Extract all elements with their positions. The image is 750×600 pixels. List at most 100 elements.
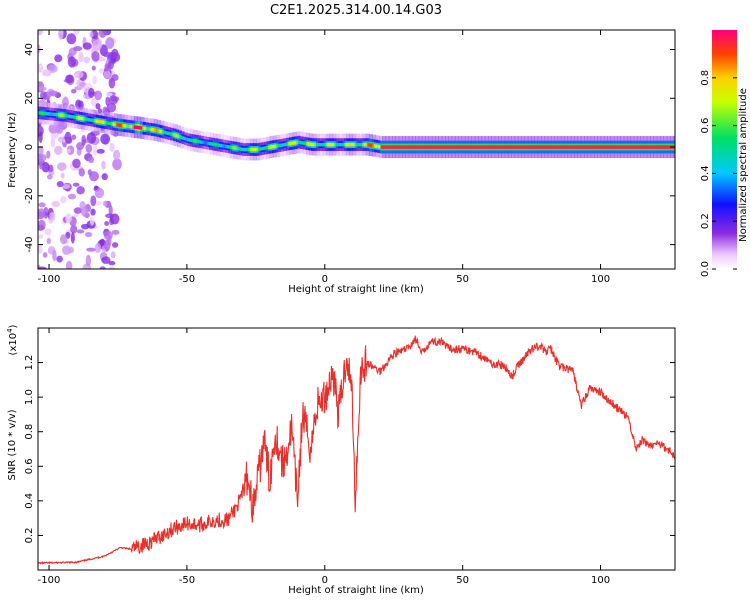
heatmap-cell	[598, 145, 602, 149]
heatmap-cell	[651, 145, 655, 149]
heatmap-cell	[511, 145, 514, 149]
heatmap-noise-cell	[92, 144, 98, 156]
heatmap-cell	[592, 145, 595, 149]
heatmap-noise-cell	[73, 46, 83, 52]
heatmap-noise-cell	[60, 234, 68, 245]
heatmap-cell	[203, 140, 206, 145]
heatmap-cell	[595, 145, 598, 149]
heatmap-cell	[163, 130, 166, 135]
heatmap-noise-cell	[94, 185, 99, 190]
heatmap-cell	[315, 142, 319, 147]
heatmap-noise-cell	[111, 229, 120, 235]
heatmap-cell	[370, 143, 373, 148]
heatmap-cell	[125, 124, 128, 128]
snr-y-tick-label: 1.0	[24, 389, 35, 405]
heatmap-cell	[193, 139, 196, 143]
heatmap-cell	[236, 146, 239, 151]
colorbar-tick-label: 0.6	[700, 118, 711, 134]
heatmap-cell	[387, 145, 390, 149]
heatmap-noise-cell	[70, 225, 78, 234]
heatmap-noise-cell	[67, 246, 75, 254]
heatmap-cell	[64, 113, 67, 118]
heatmap-cell	[95, 119, 99, 123]
heatmap-noise-cell	[101, 160, 106, 170]
heatmap-cell	[81, 116, 84, 121]
heatmap-cell	[130, 125, 133, 129]
heatmap-cell	[319, 142, 322, 147]
heatmap-cell	[636, 145, 640, 149]
colorbar-tick-label: 0.0	[700, 261, 711, 277]
heatmap-cell	[229, 145, 233, 150]
heatmap-noise-cell	[42, 69, 52, 77]
heatmap-cell	[301, 141, 304, 145]
heatmap-noise-cell	[84, 231, 93, 238]
heatmap-cell	[76, 115, 79, 120]
heatmap-cell	[461, 145, 464, 149]
heatmap-cell	[82, 117, 85, 121]
heatmap-noise-cell	[79, 201, 86, 210]
heatmap-noise-cell	[86, 247, 96, 252]
heatmap-cell	[355, 142, 358, 147]
heatmap-cell	[276, 144, 279, 148]
heatmap-cell	[519, 145, 522, 149]
spectrogram-heatmap	[38, 30, 675, 269]
heatmap-cell	[279, 143, 282, 148]
heatmap-cell	[94, 119, 97, 123]
heatmap-cell	[254, 147, 257, 152]
heatmap-cell	[304, 141, 307, 146]
heatmap-cell	[327, 142, 330, 147]
heatmap-cell	[248, 147, 251, 152]
heatmap-cell	[537, 145, 540, 149]
heatmap-noise-cell	[76, 186, 85, 195]
heatmap-cell	[345, 142, 348, 147]
heatmap-cell	[489, 145, 492, 149]
heatmap-cell	[213, 142, 216, 147]
heatmap-cell	[587, 145, 590, 149]
heatmap-cell	[517, 145, 521, 149]
heatmap-cell	[486, 145, 489, 149]
heatmap-noise-cell	[109, 213, 120, 225]
spectrogram-y-tick-label: 20	[24, 92, 35, 105]
heatmap-cell	[206, 141, 210, 145]
heatmap-noise-cell	[48, 124, 59, 134]
heatmap-noise-cell	[102, 51, 111, 58]
heatmap-cell	[481, 145, 484, 149]
heatmap-cell	[67, 114, 71, 118]
heatmap-cell	[646, 145, 650, 149]
heatmap-noise-cell	[78, 168, 85, 177]
heatmap-cell	[216, 143, 219, 147]
heatmap-cell	[588, 145, 592, 149]
snr-y-axis-label: SNR (10 * v/v)	[7, 409, 18, 480]
heatmap-cell	[133, 125, 137, 129]
heatmap-cell	[183, 136, 186, 141]
heatmap-noise-cell	[52, 250, 57, 262]
colorbar-label: Normalized spectral amplitude	[738, 88, 749, 242]
heatmap-cell	[638, 145, 641, 149]
heatmap-cell	[198, 140, 201, 144]
heatmap-cell	[354, 142, 357, 147]
snr-x-tick-label: 0	[322, 575, 328, 586]
heatmap-cell	[352, 142, 355, 147]
heatmap-cell	[402, 145, 405, 149]
heatmap-noise-cell	[89, 216, 95, 226]
heatmap-cell	[226, 145, 229, 149]
heatmap-noise-cell	[92, 75, 97, 85]
heatmap-cell	[201, 140, 205, 145]
heatmap-cell	[92, 118, 95, 123]
heatmap-cell	[522, 145, 526, 149]
heatmap-cell	[218, 143, 221, 148]
heatmap-cell	[643, 145, 646, 149]
heatmap-cell	[246, 147, 249, 152]
heatmap-cell	[148, 127, 152, 131]
heatmap-cell	[506, 145, 509, 149]
heatmap-cell	[446, 145, 449, 149]
spectrogram-ticks: -100 -50 0 50 100 -40 -20 0 20 40	[24, 30, 675, 285]
heatmap-cell	[406, 145, 410, 149]
heatmap-cell	[567, 145, 570, 149]
heatmap-cell	[555, 145, 559, 149]
heatmap-cell	[56, 112, 59, 117]
snr-scale-close: )	[8, 324, 19, 328]
heatmap-cell	[559, 145, 562, 149]
heatmap-cell	[42, 111, 46, 116]
heatmap-noise-cell	[70, 88, 77, 94]
